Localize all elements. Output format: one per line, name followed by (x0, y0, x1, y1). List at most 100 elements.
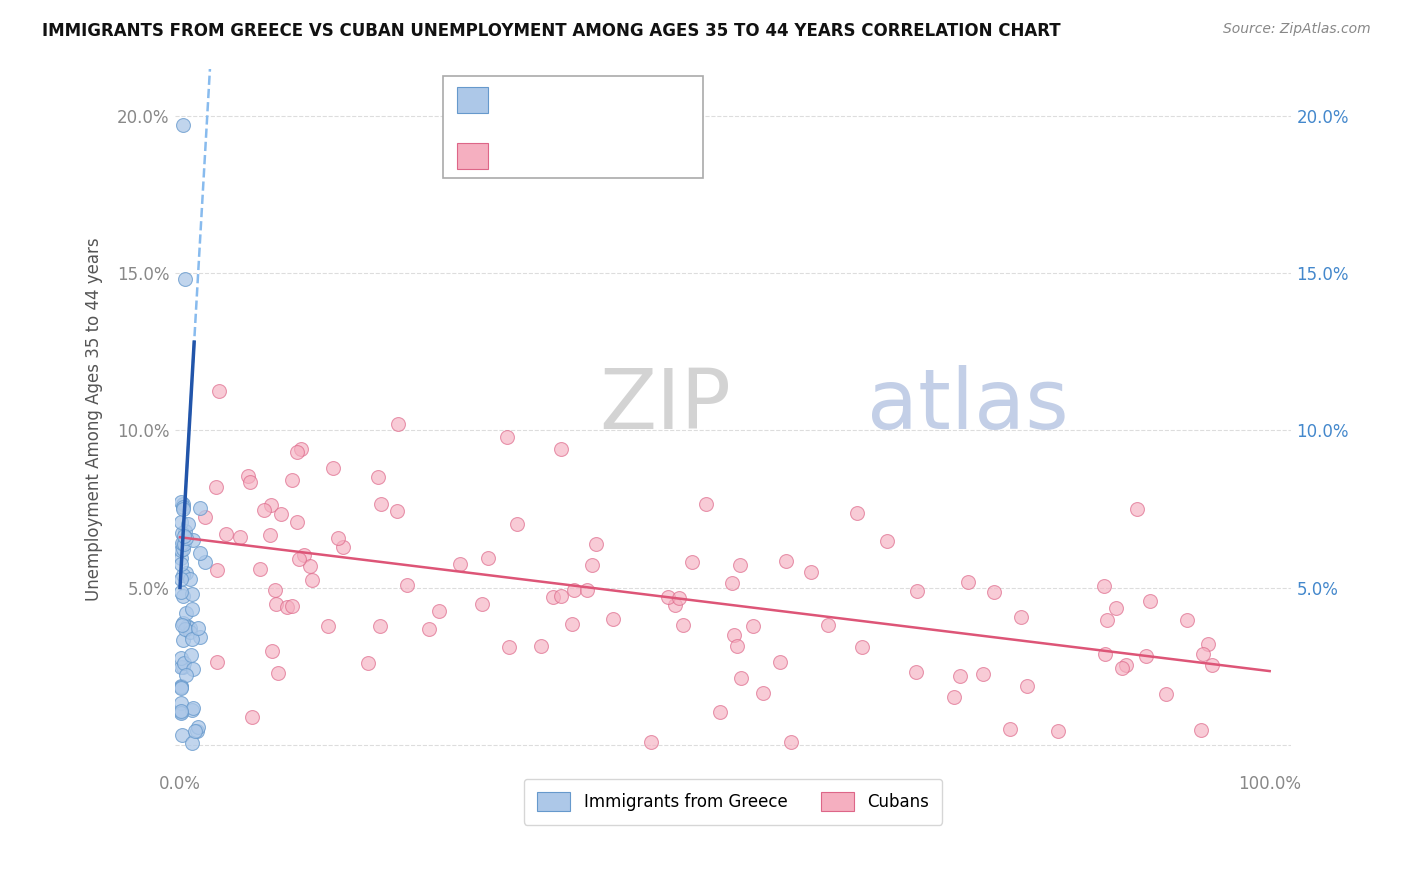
Point (170, 660, 193, 674)
Point (194, 555, 217, 569)
Point (370, 497, 392, 511)
Point (170, 680, 193, 694)
Point (205, 480, 228, 494)
Point (194, 510, 217, 524)
Point (172, 660, 194, 674)
Point (172, 537, 194, 551)
Point (188, 630, 211, 644)
Point (249, 562, 271, 576)
Point (276, 599, 298, 614)
Text: N =: N = (609, 147, 648, 165)
Point (387, 417, 409, 431)
Point (983, 585, 1005, 599)
Point (170, 585, 193, 599)
Point (741, 619, 763, 633)
Point (170, 558, 193, 572)
Point (262, 644, 284, 658)
Point (174, 524, 197, 539)
Point (172, 526, 194, 541)
Point (498, 640, 520, 654)
Point (640, 734, 662, 748)
Point (172, 500, 194, 514)
Point (942, 690, 965, 704)
Point (240, 710, 263, 724)
Point (280, 599, 302, 613)
Text: Source: ZipAtlas.com: Source: ZipAtlas.com (1223, 22, 1371, 37)
Point (177, 517, 200, 532)
Point (170, 705, 193, 719)
Point (550, 590, 572, 604)
Point (170, 618, 193, 632)
Point (775, 554, 797, 568)
Point (172, 541, 194, 556)
Point (172, 568, 194, 582)
Point (769, 655, 792, 669)
Text: -0.306: -0.306 (538, 147, 603, 165)
Point (318, 619, 340, 633)
Point (948, 669, 970, 683)
Point (530, 639, 553, 653)
Point (181, 662, 204, 676)
Legend: Immigrants from Greece, Cubans: Immigrants from Greece, Cubans (523, 779, 942, 825)
Point (730, 671, 752, 685)
Point (562, 582, 585, 597)
Point (184, 723, 207, 738)
Point (723, 628, 745, 642)
Point (1197, 637, 1219, 651)
Point (1010, 610, 1032, 624)
Text: ZIP: ZIP (599, 365, 731, 446)
Point (169, 705, 191, 719)
Point (998, 722, 1021, 736)
Point (550, 442, 572, 457)
Point (170, 515, 193, 529)
Point (267, 666, 290, 681)
Point (1192, 647, 1215, 661)
Text: R =: R = (499, 91, 538, 109)
Point (575, 582, 598, 597)
Point (186, 724, 208, 739)
Point (179, 621, 201, 635)
Point (180, 703, 202, 717)
Point (657, 590, 679, 604)
Text: N =: N = (598, 91, 650, 109)
Point (259, 528, 281, 542)
Point (1047, 723, 1070, 738)
Point (752, 686, 775, 700)
Point (292, 548, 315, 562)
Point (215, 527, 238, 541)
Point (172, 497, 194, 511)
Text: 0.288: 0.288 (538, 91, 596, 109)
Point (851, 640, 873, 655)
Point (1139, 594, 1161, 608)
Point (285, 515, 308, 529)
Point (174, 272, 197, 286)
Point (1175, 614, 1198, 628)
Point (172, 589, 194, 603)
Point (779, 734, 801, 748)
Text: IMMIGRANTS FROM GREECE VS CUBAN UNEMPLOYMENT AMONG AGES 35 TO 44 YEARS CORRELATI: IMMIGRANTS FROM GREECE VS CUBAN UNEMPLOY… (42, 22, 1060, 40)
Point (176, 619, 198, 633)
Point (1201, 657, 1223, 672)
Point (281, 473, 304, 487)
Point (176, 668, 198, 682)
Point (450, 557, 472, 571)
Point (172, 633, 194, 648)
Point (1154, 687, 1177, 701)
Point (264, 583, 287, 598)
Point (180, 587, 202, 601)
Point (253, 503, 276, 517)
Point (174, 531, 197, 545)
Point (181, 533, 204, 548)
Point (728, 558, 751, 573)
Point (664, 598, 686, 612)
Point (208, 384, 231, 399)
Point (173, 656, 195, 670)
Point (205, 655, 228, 669)
Point (720, 576, 742, 591)
Point (260, 498, 283, 512)
Point (972, 667, 994, 681)
Point (181, 736, 204, 750)
Point (876, 533, 898, 548)
Point (181, 701, 204, 715)
Point (172, 118, 194, 132)
